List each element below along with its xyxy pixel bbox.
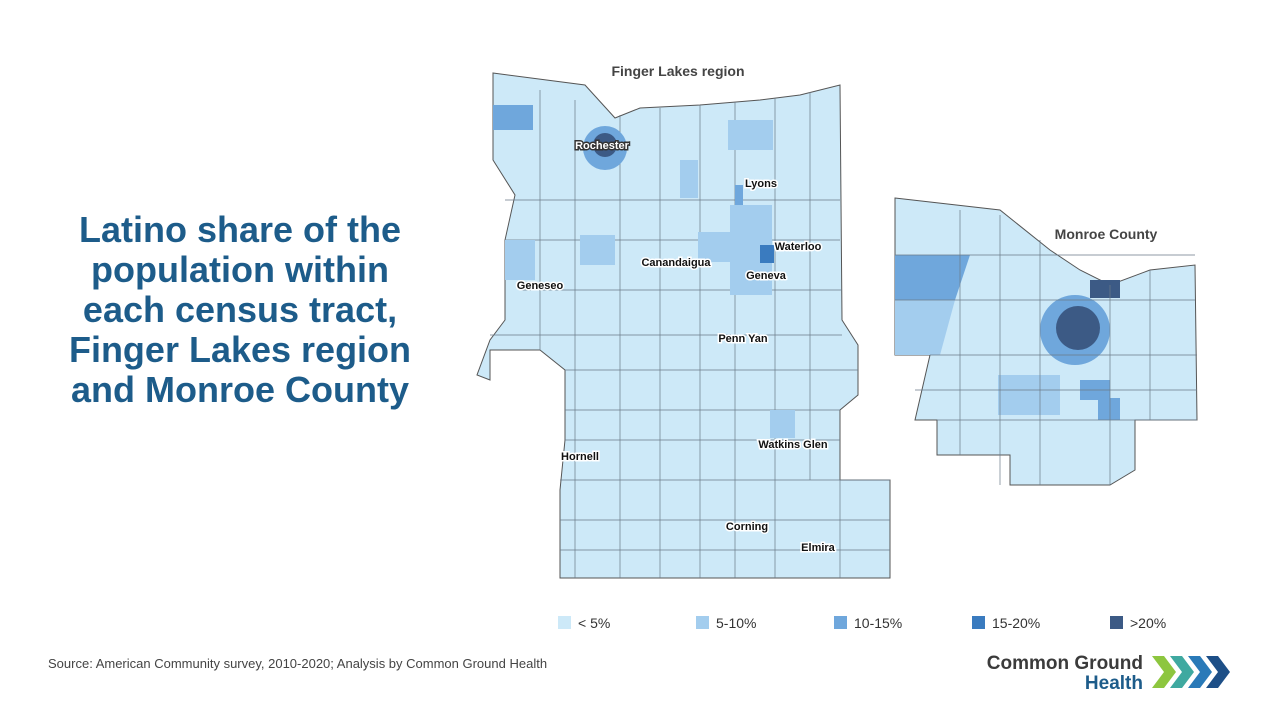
- tract: [505, 240, 535, 280]
- logo-text: Common Ground: [987, 653, 1143, 674]
- place-label: Geneva: [746, 270, 787, 282]
- legend-swatch: [1110, 616, 1123, 629]
- place-label: Lyons: [745, 178, 777, 190]
- source-note: Source: American Community survey, 2010-…: [48, 656, 548, 671]
- map-title: Monroe County: [1055, 226, 1158, 242]
- tract: [728, 120, 773, 150]
- place-label: Waterloo: [775, 241, 822, 253]
- tract: [735, 185, 743, 205]
- place-label: Geneseo: [517, 280, 564, 292]
- place-label: Rochester: [575, 140, 630, 152]
- legend-label: >20%: [1130, 615, 1166, 631]
- legend-swatch: [972, 616, 985, 629]
- tract: [760, 245, 774, 263]
- tract: [493, 105, 533, 130]
- legend-swatch: [558, 616, 571, 629]
- place-label: Corning: [726, 521, 768, 533]
- tract: [698, 232, 730, 262]
- legend-swatch: [834, 616, 847, 629]
- tract: [580, 235, 615, 265]
- legend-label: < 5%: [578, 615, 610, 631]
- slide-title: Latino share of the population within ea…: [68, 209, 412, 410]
- tract: [680, 160, 698, 198]
- tract: [770, 410, 795, 438]
- tract: [593, 133, 617, 157]
- map-title: Finger Lakes region: [611, 63, 744, 79]
- place-label: Canandaigua: [641, 257, 711, 269]
- place-label: Watkins Glen: [758, 439, 828, 451]
- monroe-map: Monroe County: [894, 197, 1198, 486]
- legend-label: 15-20%: [992, 615, 1040, 631]
- logo: Common Ground Health: [987, 653, 1230, 694]
- finger-lakes-map: Finger Lakes region Rochester Lyons Wate…: [476, 63, 891, 579]
- legend-swatch: [696, 616, 709, 629]
- place-label: Elmira: [801, 542, 836, 554]
- logo-text: Health: [1085, 673, 1143, 694]
- legend-label: 5-10%: [716, 615, 756, 631]
- legend-label: 10-15%: [854, 615, 902, 631]
- place-label: Penn Yan: [718, 333, 768, 345]
- legend: < 5% 5-10% 10-15% 15-20% >20%: [558, 615, 1166, 631]
- place-label: Hornell: [561, 451, 599, 463]
